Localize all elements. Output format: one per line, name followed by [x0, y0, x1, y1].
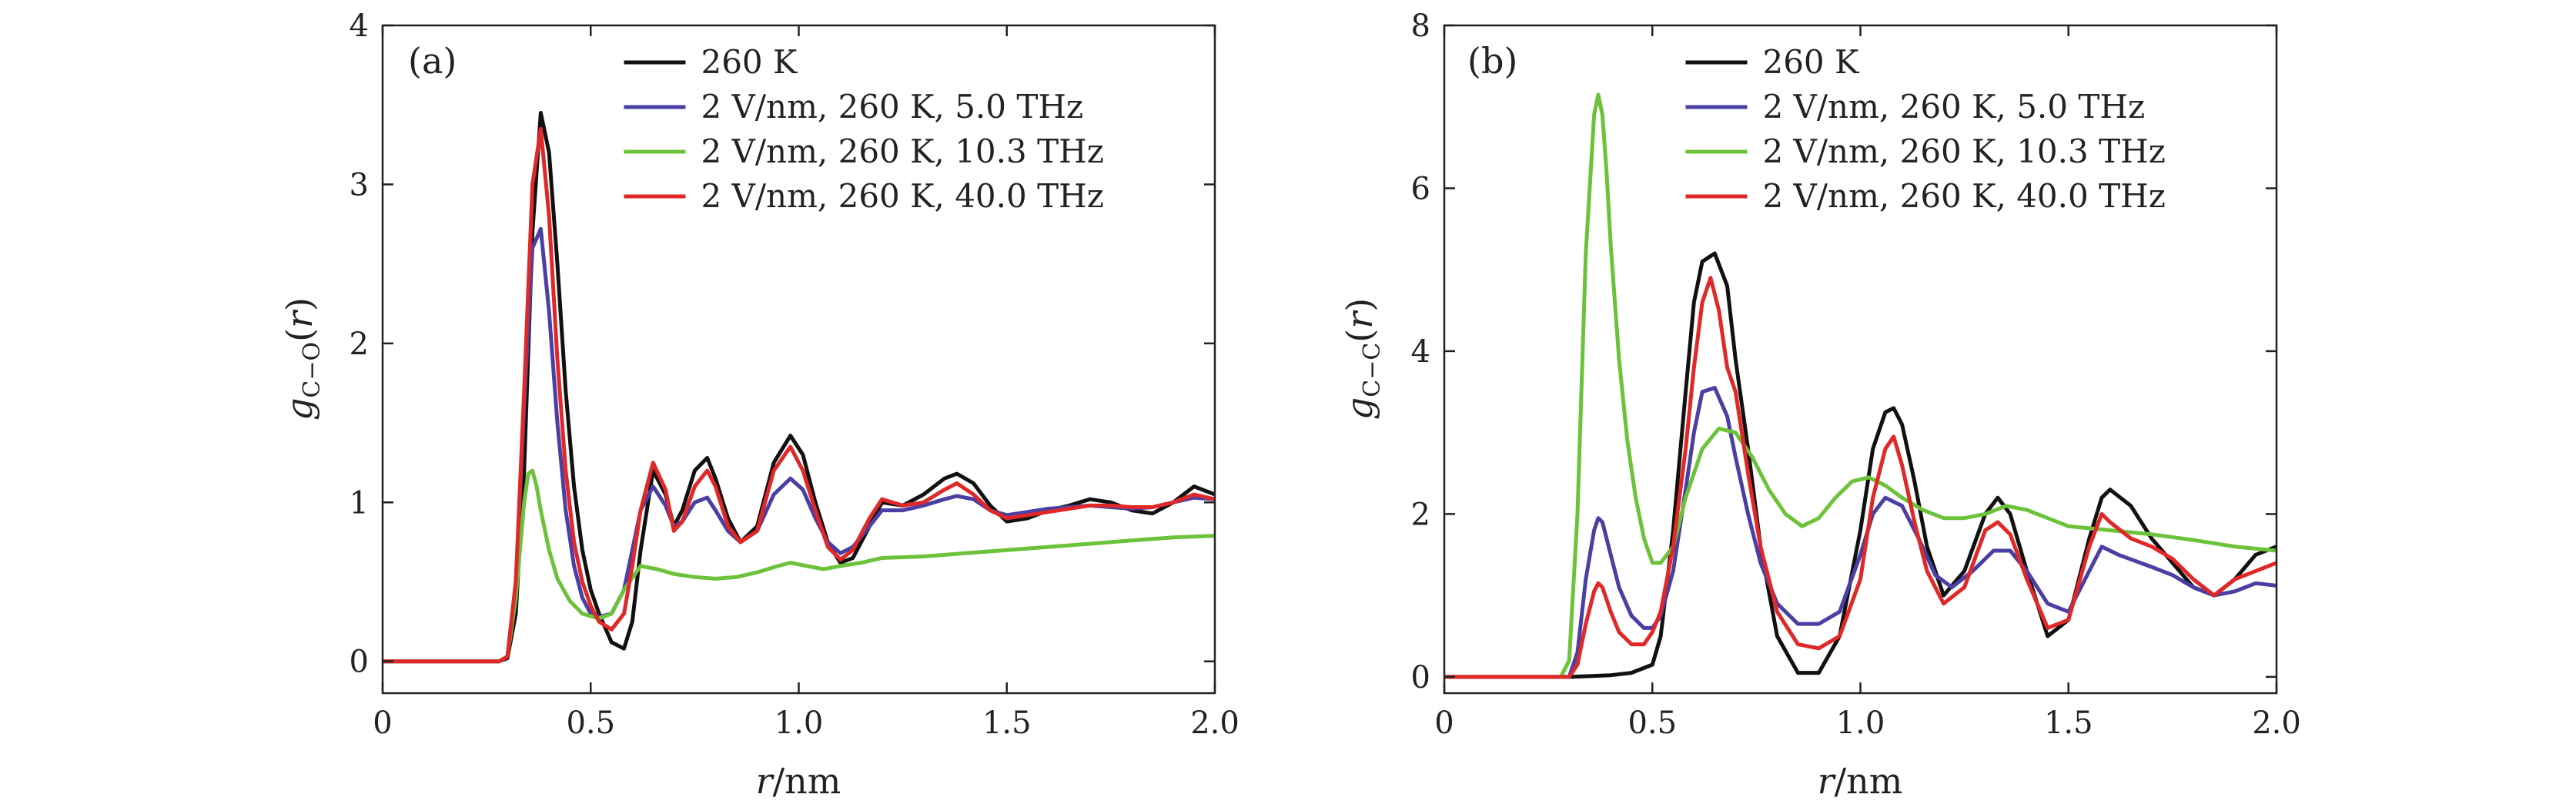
plot-frame — [381, 24, 1216, 695]
x-axis-label: r/nm — [1818, 760, 1903, 802]
series-line — [1444, 251, 2277, 679]
panel-label: (b) — [1467, 40, 1517, 82]
y-axis-label: gC−C(r) — [1339, 298, 1386, 420]
panel-label: (a) — [408, 40, 457, 82]
legend-entry: 2 V/nm, 260 K, 10.3 THz — [624, 132, 1104, 170]
series-lines — [383, 111, 1215, 664]
y-tick-label: 0 — [350, 645, 369, 680]
x-tick-label: 1.0 — [774, 705, 824, 741]
legend-entry: 2 V/nm, 260 K, 10.3 THz — [1685, 132, 2166, 170]
y-tick-label: 2 — [1411, 497, 1430, 532]
series-lines — [1444, 92, 2277, 679]
series-line — [383, 126, 1215, 664]
y-axis-label: gC−O(r) — [279, 297, 326, 421]
legend-label: 2 V/nm, 260 K, 10.3 THz — [1762, 132, 2165, 170]
y-tick-labels: 0 2 4 6 8 — [1411, 8, 1430, 695]
panel-b: 0 0.5 1.0 1.5 2.0 0 2 4 6 8 (b) r/nm gC−… — [1339, 8, 2301, 802]
x-tick-label: 0.5 — [566, 705, 615, 741]
series-line — [383, 468, 1215, 664]
x-axis-label: r/nm — [756, 760, 841, 802]
legend-entry: 260 K — [1685, 43, 1860, 81]
legend-entry: 2 V/nm, 260 K, 5.0 THz — [624, 88, 1083, 126]
x-tick-label: 1.0 — [1836, 705, 1885, 741]
x-tick-labels: 0 0.5 1.0 1.5 2.0 — [1434, 705, 2301, 741]
legend-label: 2 V/nm, 260 K, 40.0 THz — [1762, 177, 2165, 215]
legend-label: 260 K — [701, 43, 798, 81]
legend-entry: 260 K — [624, 43, 798, 81]
legend-label: 2 V/nm, 260 K, 5.0 THz — [1762, 88, 2145, 126]
series-line — [383, 111, 1215, 664]
legend: 260 K 2 V/nm, 260 K, 5.0 THz 2 V/nm, 260… — [1685, 43, 2166, 215]
legend-entry: 2 V/nm, 260 K, 40.0 THz — [624, 177, 1104, 215]
y-tick-label: 0 — [1411, 660, 1430, 695]
y-tick-label: 4 — [1411, 334, 1430, 370]
y-tick-label: 8 — [1411, 8, 1430, 44]
x-tick-label: 0 — [373, 705, 392, 741]
x-tick-label: 2.0 — [1190, 705, 1239, 741]
legend-label: 2 V/nm, 260 K, 5.0 THz — [701, 88, 1083, 126]
legend-entry: 2 V/nm, 260 K, 40.0 THz — [1685, 177, 2166, 215]
y-tick-label: 1 — [350, 485, 369, 521]
series-line — [1444, 92, 2277, 679]
legend-label: 2 V/nm, 260 K, 10.3 THz — [701, 132, 1103, 170]
x-tick-label: 1.5 — [982, 705, 1032, 741]
x-tick-label: 0 — [1434, 705, 1454, 741]
y-tick-label: 3 — [350, 167, 369, 203]
series-line — [1444, 386, 2277, 679]
x-tick-label: 2.0 — [2252, 705, 2301, 741]
x-tick-label: 0.5 — [1628, 705, 1677, 741]
y-tick-label: 6 — [1411, 171, 1430, 206]
y-tick-label: 4 — [350, 8, 369, 44]
x-tick-labels: 0 0.5 1.0 1.5 2.0 — [373, 705, 1239, 741]
series-line — [1444, 276, 2277, 679]
y-tick-label: 2 — [350, 327, 369, 362]
legend-entry: 2 V/nm, 260 K, 5.0 THz — [1685, 88, 2145, 126]
plot-frame — [1443, 24, 2278, 695]
x-tick-label: 1.5 — [2044, 705, 2093, 741]
legend: 260 K 2 V/nm, 260 K, 5.0 THz 2 V/nm, 260… — [624, 43, 1104, 215]
y-tick-labels: 0 1 2 3 4 — [350, 8, 369, 680]
legend-label: 260 K — [1762, 43, 1860, 81]
legend-label: 2 V/nm, 260 K, 40.0 THz — [701, 177, 1103, 215]
panel-a: 0 0.5 1.0 1.5 2.0 0 1 2 3 4 (a) r/nm gC−… — [279, 8, 1239, 802]
